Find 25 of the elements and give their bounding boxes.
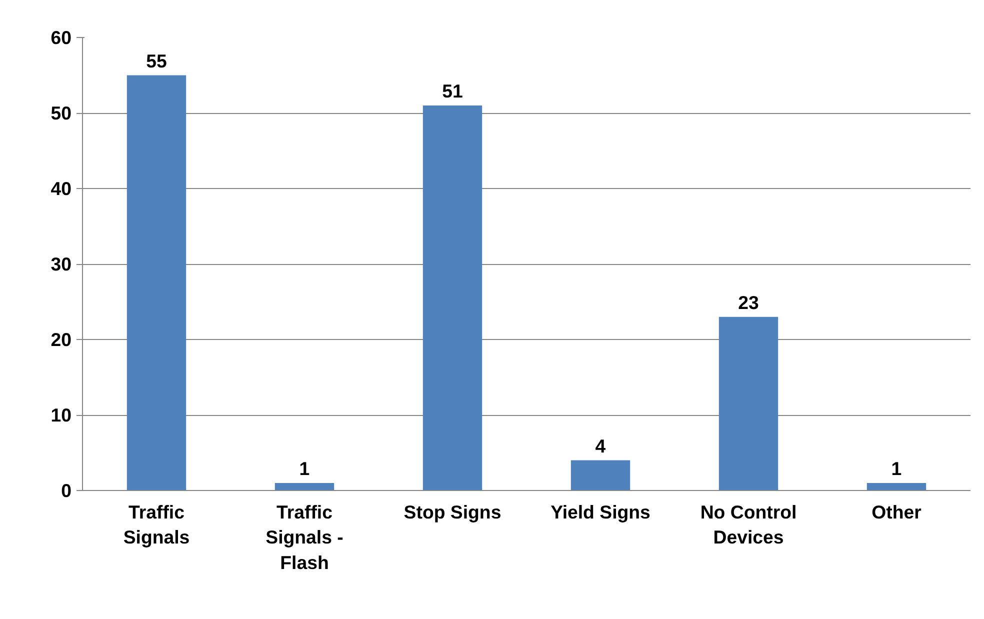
data-label: 1 xyxy=(891,458,902,479)
y-tick-label: 10 xyxy=(50,404,72,426)
data-label: 4 xyxy=(595,435,606,456)
x-tick-label: No Control Devices xyxy=(700,502,797,548)
x-tick-label: Yield Signs xyxy=(550,502,650,522)
y-tick-label: 60 xyxy=(50,27,72,48)
bar xyxy=(126,75,186,490)
y-tick-label: 0 xyxy=(61,480,72,501)
data-label: 23 xyxy=(738,292,759,313)
bar xyxy=(422,105,482,490)
y-tick-label: 30 xyxy=(50,254,72,274)
bar xyxy=(570,460,630,490)
bar xyxy=(274,482,334,490)
data-label: 1 xyxy=(299,458,310,479)
data-label: 51 xyxy=(442,80,463,102)
y-tick-label: 50 xyxy=(50,102,72,124)
bar xyxy=(718,316,778,490)
bar xyxy=(866,482,926,490)
y-tick-label: 40 xyxy=(50,178,72,199)
y-tick-label: 20 xyxy=(50,329,72,350)
x-tick-label: Traffic Signals xyxy=(123,502,190,548)
x-tick-label: Traffic Signals - Flash xyxy=(266,502,344,573)
data-label: 55 xyxy=(146,50,167,72)
x-tick-label: Stop Signs xyxy=(404,502,502,522)
x-tick-label: Other xyxy=(872,502,922,522)
